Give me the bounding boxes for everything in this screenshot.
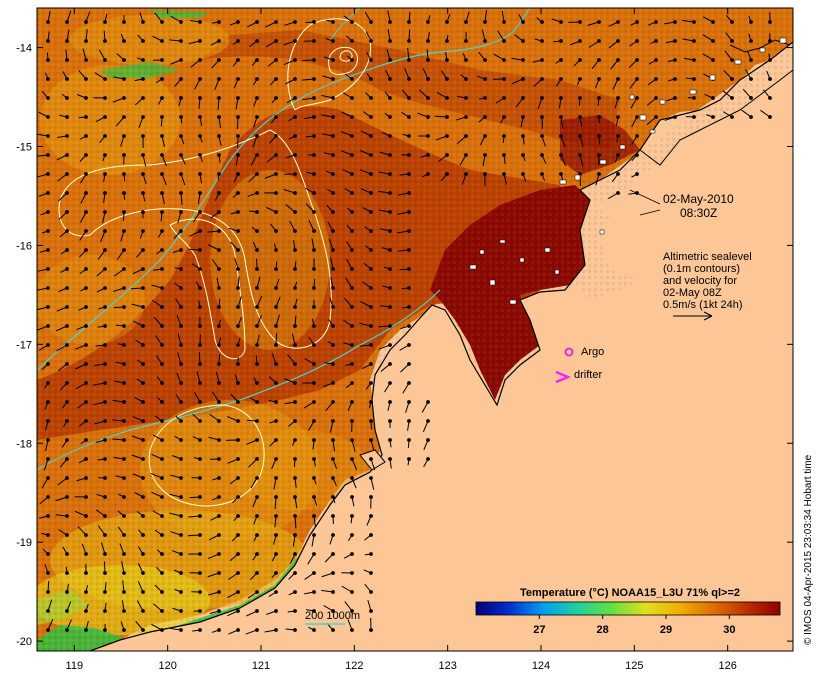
lon-tick-label: 125 [625, 660, 643, 672]
velocity-arrows [37, 10, 772, 635]
legend-line-5: 0.5m/s (1kt 24h) [663, 299, 742, 311]
drifter-marker-icon [555, 370, 572, 384]
colorbar-tick-label: 27 [533, 624, 545, 636]
lat-tick-label: -18 [16, 438, 32, 450]
lat-tick-label: -20 [16, 636, 32, 648]
coastline [89, 41, 793, 651]
lon-tick-label: 121 [252, 660, 270, 672]
longitude-axis: 119 120 121 122 123 124 125 126 [66, 8, 737, 672]
credit-text: © IMOS 04-Apr-2015 23:03:34 Hobart time [803, 454, 814, 645]
drifter-label: drifter [574, 369, 602, 381]
plot-frame [36, 7, 794, 652]
latitude-axis: -14 -15 -16 -17 -18 -19 -20 [16, 43, 793, 648]
land [90, 42, 793, 651]
lon-tick-label: 123 [438, 660, 456, 672]
colorbar [475, 601, 781, 616]
colorbar-tick-label: 30 [723, 624, 735, 636]
lon-tick-label: 120 [158, 660, 176, 672]
lat-tick-label: -14 [16, 43, 32, 55]
argo-label: Argo [581, 346, 604, 358]
lon-tick-label: 124 [532, 660, 550, 672]
lat-tick-label: -15 [16, 141, 32, 153]
lon-tick-label: 122 [345, 660, 363, 672]
legend-line-2: (0.1m contours) [663, 263, 740, 275]
date-label: 02-May-2010 [663, 192, 734, 206]
time-label: 08:30Z [680, 206, 717, 220]
lat-tick-label: -16 [16, 240, 32, 252]
argo-marker-icon [564, 347, 574, 357]
scale-arrow-icon [673, 311, 713, 321]
lon-tick-label: 119 [66, 660, 84, 672]
depth-legend-label: 200 1000m [305, 610, 360, 622]
legend-line-4: 02-May 08Z [663, 287, 722, 299]
lon-tick-label: 126 [718, 660, 736, 672]
colorbar-tick-label: 28 [597, 624, 609, 636]
legend-line-1: Altimetric sealevel [663, 251, 752, 263]
colorbar-title: Temperature (°C) NOAA15_L3U 71% ql>=2 [520, 587, 740, 599]
colorbar-tick-label: 29 [660, 624, 672, 636]
legend-line-3: and velocity for [663, 275, 737, 287]
lat-tick-label: -19 [16, 537, 32, 549]
depth-contour [37, 289, 441, 471]
lat-tick-label: -17 [16, 339, 32, 351]
colorbar-ticks: 27 28 29 30 [533, 615, 735, 636]
